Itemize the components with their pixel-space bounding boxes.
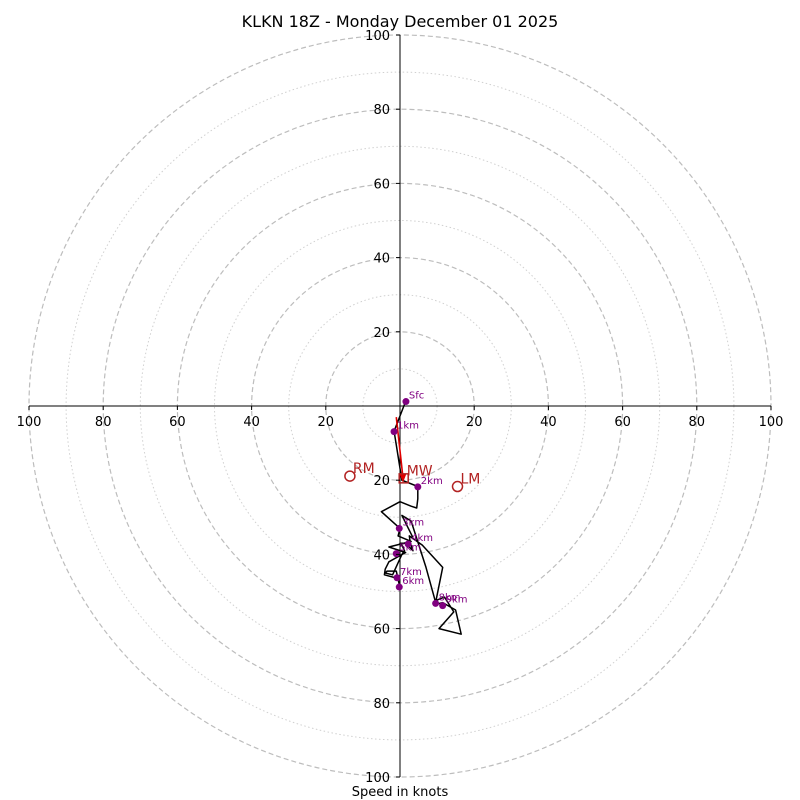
height-marker-label-5km: 5km	[399, 543, 421, 554]
height-marker-label-3km: 3km	[402, 517, 424, 528]
storm-motion-label-LM: LM	[461, 472, 481, 488]
x-tick-label: 20	[318, 415, 335, 430]
height-marker-7km	[393, 574, 401, 582]
hodograph-trace	[380, 401, 462, 635]
y-tick-label: 20	[373, 474, 390, 489]
storm-motion-LM	[451, 480, 464, 493]
height-marker-label-7km: 7km	[400, 567, 422, 578]
x-tick-label: 60	[614, 415, 631, 430]
height-marker-label-Sfc: Sfc	[409, 391, 424, 402]
storm-motion-RM	[344, 470, 356, 482]
x-tick-label: 40	[243, 415, 260, 430]
height-marker-3km	[395, 524, 403, 532]
height-marker-1km	[390, 428, 398, 436]
height-marker-5km	[392, 550, 400, 558]
x-tick-label: 60	[169, 415, 186, 430]
x-tick-label: 80	[689, 415, 706, 430]
x-tick-label: 100	[17, 415, 42, 430]
height-marker-Sfc	[402, 398, 410, 406]
y-tick-label: 80	[373, 103, 390, 118]
storm-motion-markers: RM MW LM	[344, 461, 481, 493]
shear-vector-arrowhead	[399, 473, 407, 483]
hodograph-trace-group	[380, 401, 462, 635]
height-marker-4km	[404, 540, 412, 548]
height-marker-label-2km: 2km	[421, 476, 443, 487]
y-tick-label: 60	[373, 177, 390, 192]
x-tick-label: 20	[466, 415, 483, 430]
y-tick-label: 20	[373, 326, 390, 341]
height-marker-8km	[432, 599, 440, 607]
storm-motion-label-RM: RM	[353, 461, 375, 477]
y-tick-label: 40	[373, 252, 390, 267]
y-tick-label: 100	[365, 771, 390, 786]
storm-motion-label-MW: MW	[407, 463, 433, 479]
x-axis-label: Speed in knots	[352, 785, 449, 800]
height-marker-label-4km: 4km	[411, 533, 433, 544]
height-marker-label-6km: 6km	[402, 576, 424, 587]
x-tick-label: 80	[95, 415, 112, 430]
shear-vector-group	[395, 417, 407, 483]
x-tick-label: 40	[540, 415, 557, 430]
height-marker-label-9km: 9km	[446, 595, 468, 606]
height-marker-6km	[395, 583, 403, 591]
y-tick-label: 60	[373, 623, 390, 638]
y-tick-label: 100	[365, 29, 390, 44]
shear-vector-line	[395, 417, 404, 478]
storm-motion-MW	[398, 473, 409, 484]
axes	[29, 35, 771, 777]
height-marker-2km	[414, 483, 422, 491]
y-tick-label: 40	[373, 548, 390, 563]
y-tick-label: 80	[373, 697, 390, 712]
x-tick-label: 100	[759, 415, 784, 430]
height-marker-label-1km: 1km	[397, 421, 419, 432]
tick-labels: 100 80 60 40 20 20 40 60 80 100 100 80 60 40 20 20 40 60 8…	[17, 29, 784, 786]
height-marker-label-8km: 8km	[439, 592, 461, 603]
chart-title: KLKN 18Z - Monday December 01 2025	[242, 12, 559, 31]
height-marker-9km	[439, 602, 447, 610]
